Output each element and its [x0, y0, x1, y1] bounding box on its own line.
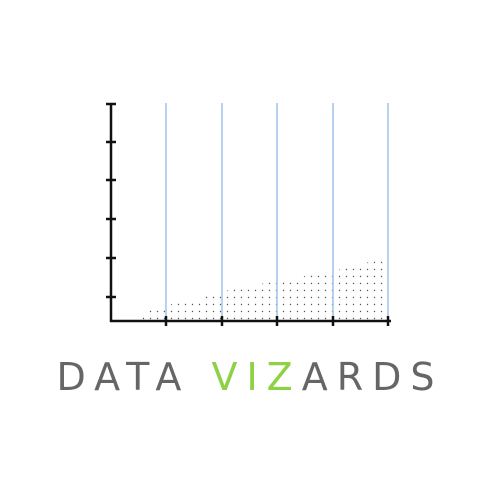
y-axis-ticks	[106, 102, 116, 299]
brand-wordmark: DATA VIZARDS	[0, 355, 500, 399]
vertical-gridlines	[165, 103, 389, 321]
dotted-area-fill	[140, 258, 385, 320]
wordmark-part-ards: ARDS	[301, 355, 444, 399]
x-axis-ticks	[164, 316, 390, 326]
wordmark-part-data: DATA	[56, 355, 212, 399]
wordmark-part-viz: VIZ	[211, 355, 302, 399]
